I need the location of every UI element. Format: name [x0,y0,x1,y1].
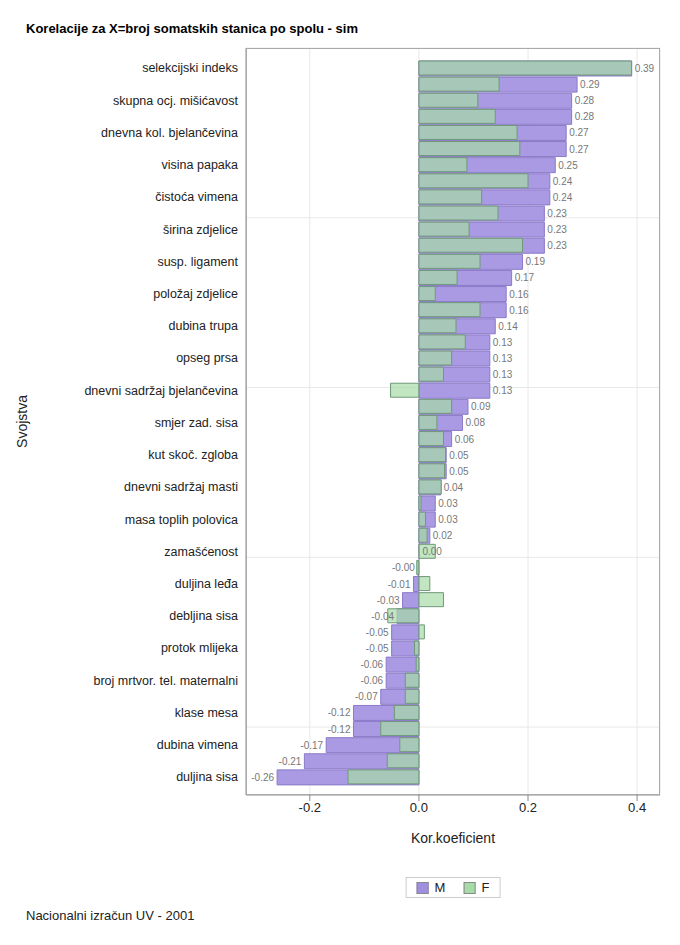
svg-text:0.2: 0.2 [519,800,537,815]
svg-text:0.24: 0.24 [553,192,573,203]
svg-text:-0.21: -0.21 [279,756,302,767]
svg-text:zamašćenost: zamašćenost [164,545,238,559]
svg-text:širina zdjelice: širina zdjelice [163,223,238,237]
svg-text:položaj zdjelice: položaj zdjelice [153,287,238,301]
svg-text:0.28: 0.28 [575,95,595,106]
svg-text:0.14: 0.14 [498,321,518,332]
svg-text:selekcijski indeks: selekcijski indeks [142,61,238,75]
html-text:Nacionalni izračun UV - 2001: Nacionalni izračun UV - 2001 [26,908,195,923]
svg-text:opseg prsa: opseg prsa [176,351,238,365]
svg-text:-0.07: -0.07 [355,691,378,702]
svg-text:duljina leđa: duljina leđa [175,577,238,591]
svg-text:skupna ocj. mišićavost: skupna ocj. mišićavost [113,94,239,108]
html-text:F: F [481,880,490,895]
svg-text:0.13: 0.13 [493,385,513,396]
svg-text:0.29: 0.29 [580,79,600,90]
svg-text:0.27: 0.27 [569,144,589,155]
svg-text:smjer zad. sisa: smjer zad. sisa [155,416,238,430]
svg-text:klase mesa: klase mesa [175,706,238,720]
svg-text:0.13: 0.13 [493,353,513,364]
svg-text:-0.26: -0.26 [251,772,274,783]
html-text:Korelacije za X=broj somatskih: Korelacije za X=broj somatskih stanica p… [26,21,358,36]
svg-text:0.25: 0.25 [558,160,578,171]
svg-text:dubina trupa: dubina trupa [168,319,238,333]
svg-text:0.23: 0.23 [547,208,567,219]
svg-text:0.08: 0.08 [466,417,486,428]
svg-text:dnevna kol. bjelančevina: dnevna kol. bjelančevina [101,126,238,140]
svg-text:debljina sisa: debljina sisa [169,609,238,623]
svg-text:0.05: 0.05 [449,466,469,477]
svg-text:-0.06: -0.06 [360,659,383,670]
svg-text:-0.17: -0.17 [300,740,323,751]
svg-text:-0.04: -0.04 [371,611,394,622]
svg-text:0.13: 0.13 [493,337,513,348]
svg-text:0.0: 0.0 [410,800,428,815]
svg-text:0.17: 0.17 [515,272,535,283]
svg-text:0.39: 0.39 [635,63,655,74]
svg-text:0.13: 0.13 [493,369,513,380]
svg-text:visina papaka: visina papaka [162,158,238,172]
svg-text:0.23: 0.23 [547,224,567,235]
svg-text:0.06: 0.06 [455,434,475,445]
svg-text:0.19: 0.19 [526,256,546,267]
svg-text:0.02: 0.02 [433,530,453,541]
svg-text:-0.06: -0.06 [360,675,383,686]
svg-text:masa toplih polovica: masa toplih polovica [125,513,238,527]
svg-text:-0.2: -0.2 [299,800,321,815]
svg-text:0.4: 0.4 [628,800,646,815]
svg-text:0.04: 0.04 [444,482,464,493]
svg-text:-0.03: -0.03 [377,595,400,606]
svg-text:-0.01: -0.01 [388,579,411,590]
svg-text:dnevni sadržaj bjelančevina: dnevni sadržaj bjelančevina [84,384,238,398]
svg-text:Kor.koeficient: Kor.koeficient [411,830,495,846]
svg-text:0.16: 0.16 [509,289,529,300]
svg-text:dnevni sadržaj masti: dnevni sadržaj masti [124,480,238,494]
svg-text:čistoća vimena: čistoća vimena [155,190,238,204]
svg-text:dubina vimena: dubina vimena [157,738,238,752]
html-text:M: M [434,880,446,895]
svg-text:0.16: 0.16 [509,305,529,316]
svg-text:0.24: 0.24 [553,176,573,187]
svg-text:0.03: 0.03 [438,498,458,509]
svg-text:Svojstva: Svojstva [14,395,30,448]
svg-text:0.28: 0.28 [575,111,595,122]
svg-text:-0.12: -0.12 [328,707,351,718]
svg-text:broj mrtvor. tel. maternalni: broj mrtvor. tel. maternalni [94,674,239,688]
svg-text:-0.00: -0.00 [392,562,415,573]
svg-text:-0.05: -0.05 [366,627,389,638]
svg-text:0.27: 0.27 [569,127,589,138]
svg-text:0.05: 0.05 [449,450,469,461]
svg-text:0.09: 0.09 [471,401,491,412]
svg-text:0.23: 0.23 [547,240,567,251]
svg-text:-0.12: -0.12 [328,724,351,735]
svg-text:duljina sisa: duljina sisa [176,770,238,784]
svg-text:protok mlijeka: protok mlijeka [161,641,238,655]
svg-text:0.03: 0.03 [438,514,458,525]
svg-text:kut skoč. zgloba: kut skoč. zgloba [148,448,238,462]
svg-text:-0.05: -0.05 [366,643,389,654]
svg-text:0.00: 0.00 [422,546,442,557]
svg-text:susp. ligament: susp. ligament [157,255,238,269]
